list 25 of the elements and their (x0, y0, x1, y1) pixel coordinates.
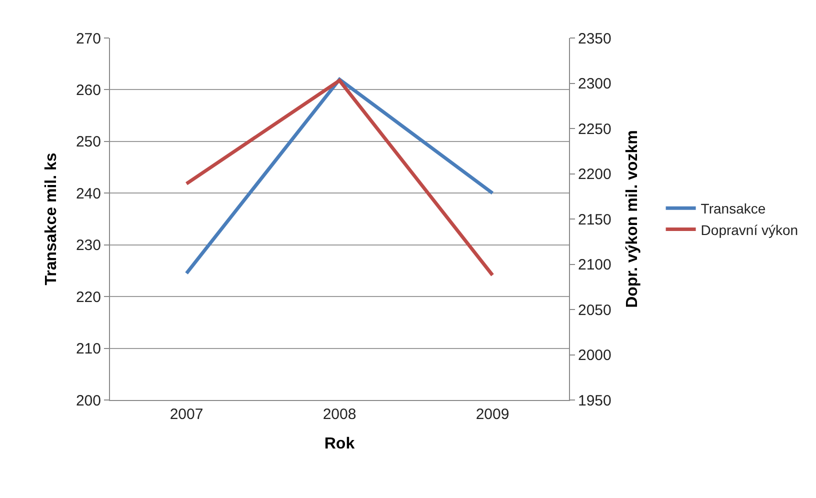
y-tick-label: 210 (76, 340, 101, 358)
y-tick-label: 250 (76, 134, 101, 151)
x-axis-title: Rok (324, 436, 355, 453)
y2-tick-label: 2350 (578, 30, 612, 48)
y-tick-label: 260 (76, 82, 101, 99)
y2-tick-label: 2150 (578, 211, 612, 228)
legend-label: Transakce (700, 200, 766, 217)
y-tick-label: 220 (76, 288, 101, 306)
y2-tick-label: 2200 (578, 166, 612, 183)
y2-tick-label: 2300 (578, 76, 612, 92)
y2-tick-label: 2050 (578, 302, 612, 319)
y2-tick-label: 2100 (578, 256, 612, 274)
y-tick-label: 200 (76, 392, 101, 410)
x-tick-label: 2009 (476, 406, 510, 423)
y-tick-label: 230 (76, 237, 101, 254)
x-tick-label: 2007 (170, 406, 204, 423)
y2-axis-title: Dopr. výkon mil. vozkm (624, 130, 642, 308)
y-tick-label: 240 (76, 185, 101, 202)
y-axis-title: Transakce mil. ks (42, 152, 60, 286)
x-tick-label: 2008 (322, 406, 356, 423)
legend-label: Dopravní výkon (700, 222, 798, 238)
y2-tick-label: 1950 (578, 392, 612, 410)
y2-tick-label: 2000 (578, 347, 612, 364)
y2-tick-label: 2250 (578, 120, 612, 138)
y-tick-label: 270 (76, 30, 101, 48)
